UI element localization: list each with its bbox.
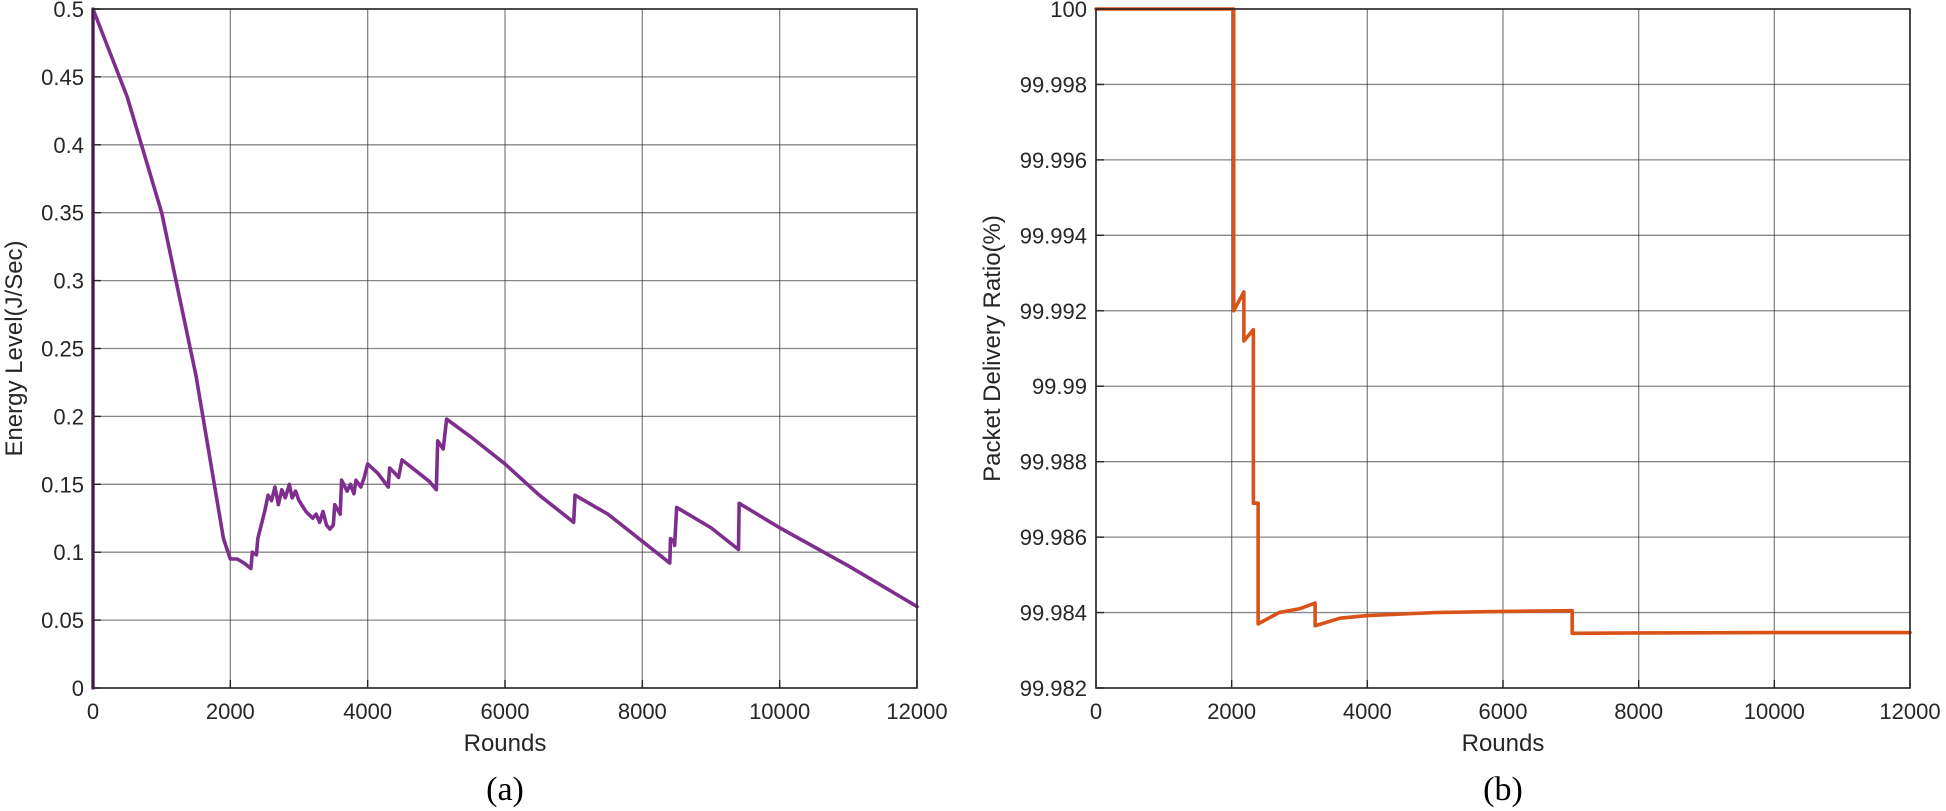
chart-a-y-tick-label: 0.15 bbox=[41, 472, 84, 497]
chart-b-x-tick-label: 6000 bbox=[1479, 699, 1528, 724]
chart-a-y-tick-label: 0.4 bbox=[53, 133, 84, 158]
chart-b-y-tick-label: 99.982 bbox=[1020, 676, 1087, 701]
chart-a-x-tick-label: 6000 bbox=[481, 699, 530, 724]
chart-b-x-tick-label: 2000 bbox=[1207, 699, 1256, 724]
chart-a-y-tick-label: 0.05 bbox=[41, 608, 84, 633]
chart-b-y-tick-label: 99.988 bbox=[1020, 450, 1087, 475]
chart-a-x-tick-label: 12000 bbox=[886, 699, 947, 724]
chart-b-x-tick-label: 10000 bbox=[1744, 699, 1805, 724]
chart-b-y-tick-label: 99.99 bbox=[1032, 374, 1087, 399]
chart-b-y-tick-label: 99.994 bbox=[1020, 223, 1087, 248]
chart-a-x-axis-label: Rounds bbox=[464, 730, 547, 757]
chart-a-y-tick-label: 0.1 bbox=[53, 540, 84, 565]
chart-a-x-tick-label: 8000 bbox=[618, 699, 667, 724]
chart-b-x-tick-label: 4000 bbox=[1343, 699, 1392, 724]
chart-a-series bbox=[91, 7, 919, 690]
chart-b-x-tick-label: 8000 bbox=[1614, 699, 1663, 724]
chart-a-y-tick-label: 0.3 bbox=[53, 269, 84, 294]
chart-b-y-tick-label: 99.998 bbox=[1020, 72, 1087, 97]
chart-b-y-tick-label: 99.992 bbox=[1020, 299, 1087, 324]
chart-b-y-tick-label: 99.984 bbox=[1020, 601, 1087, 626]
chart-a-y-tick-label: 0.2 bbox=[53, 404, 84, 429]
chart-b-x-axis-label: Rounds bbox=[1462, 730, 1545, 757]
chart-a-y-tick-label: 0.45 bbox=[41, 65, 84, 90]
chart-a-x-tick-label: 0 bbox=[87, 699, 99, 724]
chart-b-y-tick-label: 100 bbox=[1050, 0, 1087, 22]
chart-a-caption: (a) bbox=[486, 771, 524, 808]
chart-a-x-tick-label: 4000 bbox=[343, 699, 392, 724]
chart-b-series bbox=[1094, 7, 1912, 636]
chart-a-y-tick-label: 0 bbox=[72, 676, 84, 701]
chart-b-grid bbox=[1095, 8, 1911, 689]
chart-b-y-axis-label: Packet Delivery Ratio(%) bbox=[979, 215, 1006, 482]
chart-a-grid bbox=[92, 8, 918, 689]
chart-b-x-tick-label: 0 bbox=[1090, 699, 1102, 724]
chart-a-series-line bbox=[91, 7, 919, 690]
chart-b-x-tick-label: 12000 bbox=[1879, 699, 1940, 724]
chart-b-packet-delivery-ratio: 0 2000 4000 6000 8000 10000 12000 99.982 99.984 9… bbox=[979, 0, 1941, 808]
chart-b-y-tick-label: 99.996 bbox=[1020, 148, 1087, 173]
chart-a-y-tick-label: 0.5 bbox=[53, 0, 84, 22]
chart-a-ticks: 0 2000 4000 6000 8000 10000 12000 0 0.05 0.1 0.15 0… bbox=[41, 0, 947, 724]
chart-a-x-tick-label: 10000 bbox=[749, 699, 810, 724]
chart-a-y-axis-label: Energy Level(J/Sec) bbox=[1, 240, 28, 456]
chart-a-y-tick-label: 0.25 bbox=[41, 337, 84, 362]
chart-b-caption: (b) bbox=[1483, 771, 1523, 808]
chart-a-x-tick-label: 2000 bbox=[206, 699, 255, 724]
chart-b-ticks: 0 2000 4000 6000 8000 10000 12000 99.982 99.984 9… bbox=[1020, 0, 1941, 724]
chart-b-y-tick-label: 99.986 bbox=[1020, 525, 1087, 550]
chart-b-series-line bbox=[1094, 7, 1912, 636]
chart-a-energy-level: 0 2000 4000 6000 8000 10000 12000 0 0.05 0.1 0.15 0… bbox=[1, 0, 948, 808]
chart-a-y-tick-label: 0.35 bbox=[41, 201, 84, 226]
